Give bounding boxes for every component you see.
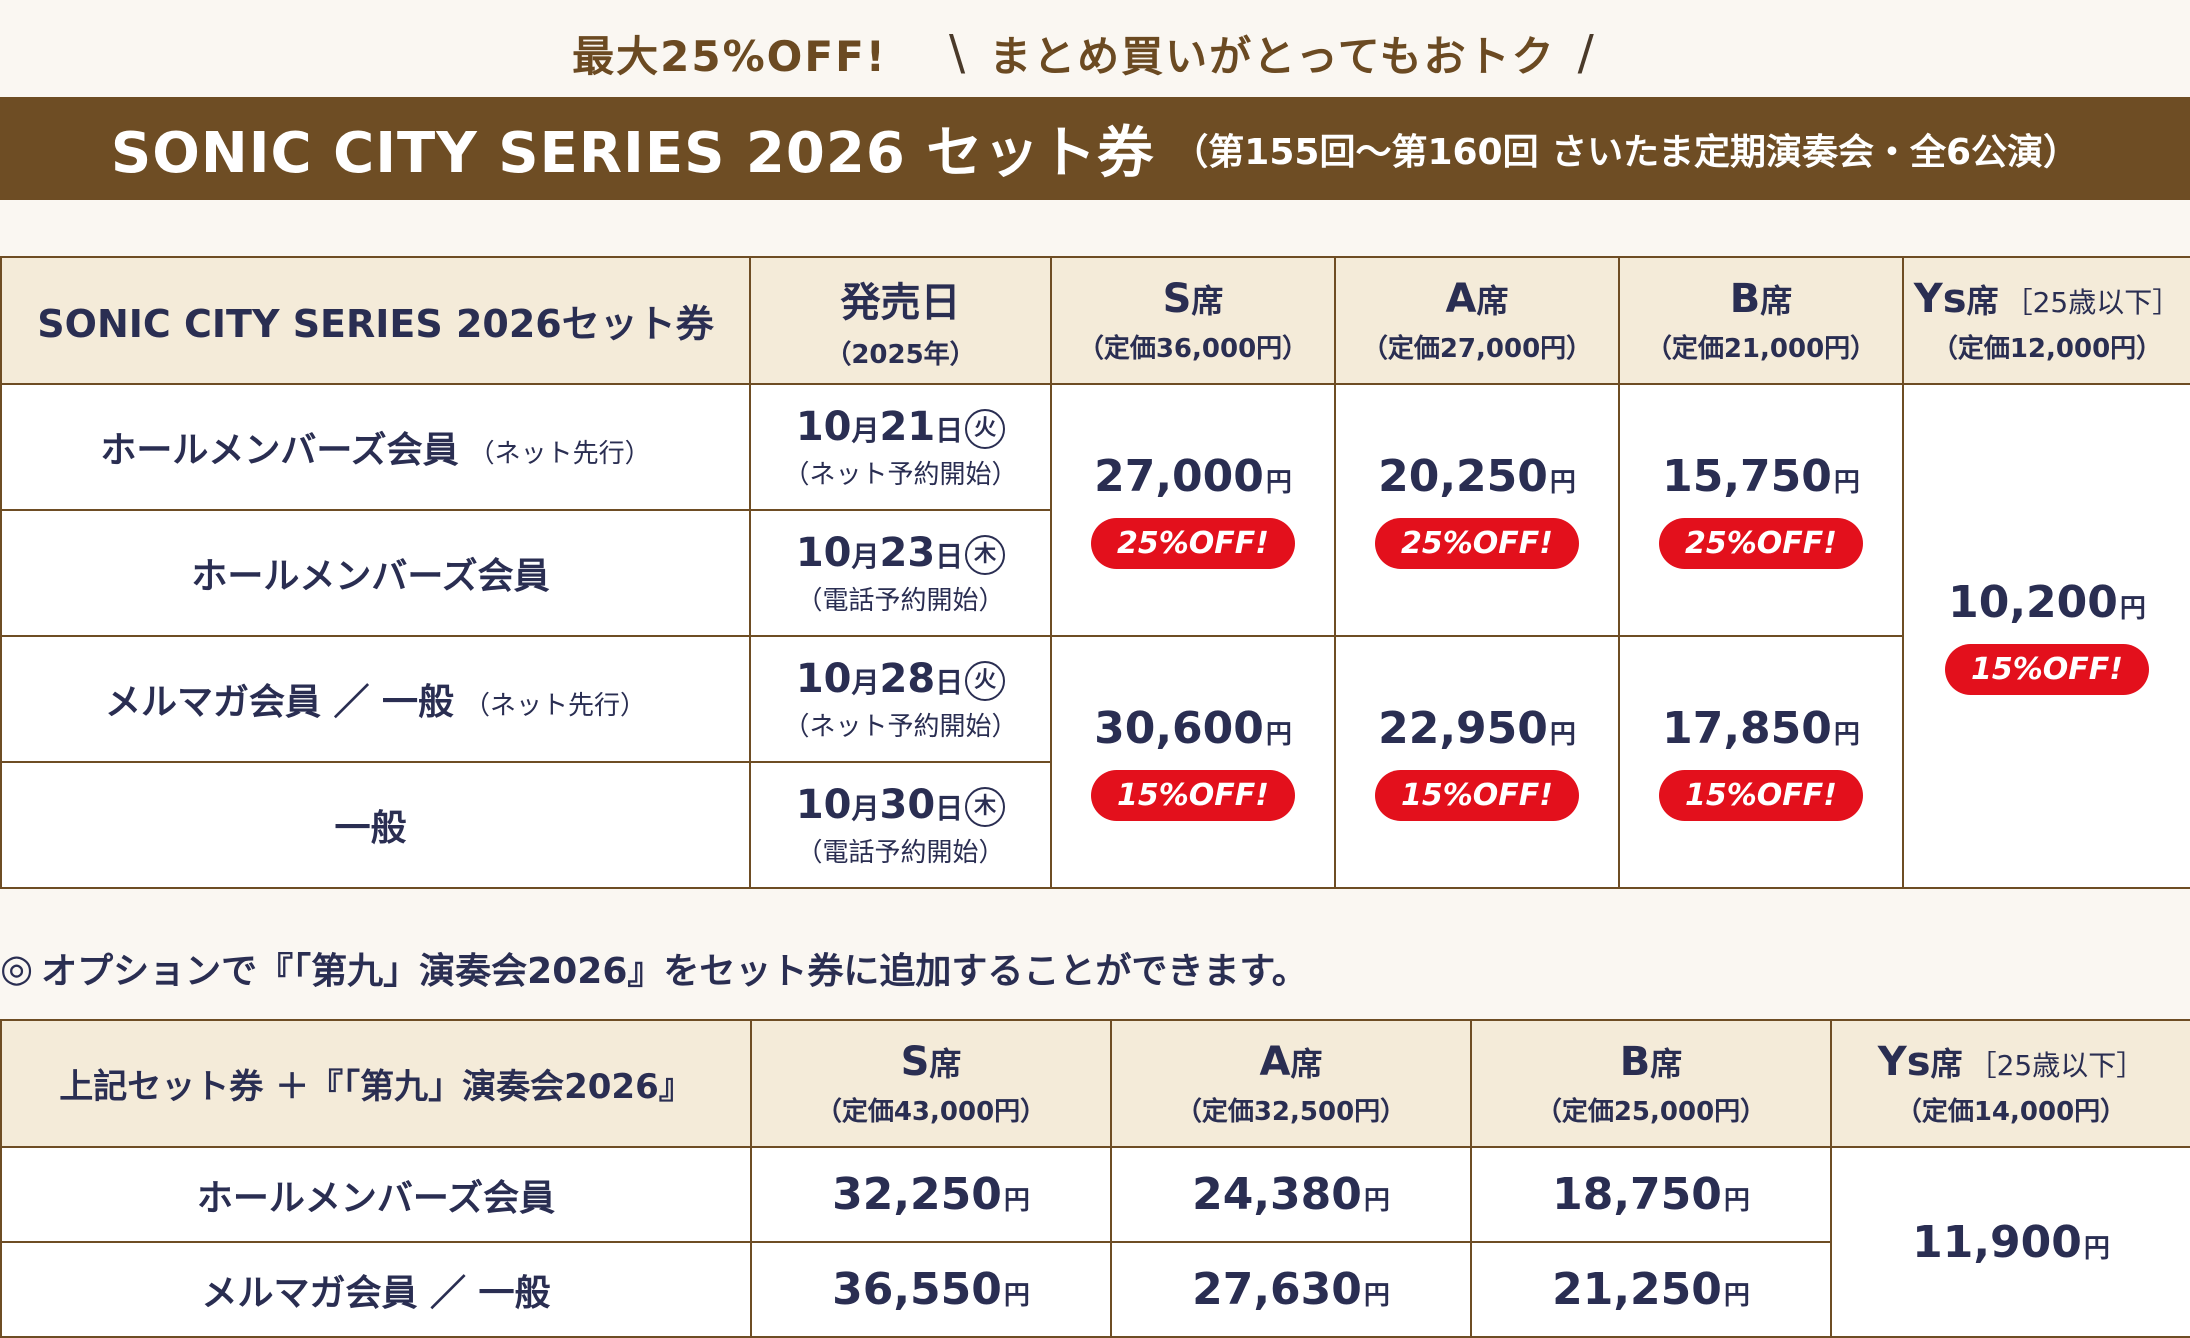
table-row: ホールメンバーズ会員 10月23日木 （電話予約開始） bbox=[0, 509, 2190, 637]
price-cell: 36,550円 bbox=[750, 1241, 1112, 1338]
price-cell-b-general: 17,850円 15%OFF! bbox=[1618, 635, 1904, 889]
double-circle-icon: ◎ bbox=[0, 946, 34, 990]
price-cell: 32,250円 bbox=[750, 1146, 1112, 1243]
seat-s-header: S席 （定価43,000円） bbox=[750, 1019, 1112, 1148]
discount-badge: 25%OFF! bbox=[1091, 518, 1295, 569]
slash-right-icon: / bbox=[1577, 25, 1596, 81]
category-cell: メルマガ会員 ／ 一般 bbox=[0, 1241, 752, 1338]
table-row: メルマガ会員 ／ 一般 36,550円 27,630円 21,250円 bbox=[0, 1241, 2190, 1338]
discount-badge: 15%OFF! bbox=[1375, 770, 1579, 821]
price-cell-ys: 11,900円 bbox=[1830, 1146, 2190, 1338]
set-ticket-table: SONIC CITY SERIES 2026セット券 発売日 （2025年） S… bbox=[0, 256, 2190, 889]
release-date-cell: 10月28日火 （ネット予約開始） bbox=[749, 635, 1052, 763]
release-date-cell: 10月21日火 （ネット予約開始） bbox=[749, 383, 1052, 511]
discount-badge: 25%OFF! bbox=[1375, 518, 1579, 569]
table-row: ホールメンバーズ会員 （ネット先行） 10月21日火 （ネット予約開始） 27,0… bbox=[0, 383, 2190, 889]
weekday-circle: 火 bbox=[965, 660, 1006, 701]
price-cell-a-member: 20,250円 25%OFF! bbox=[1334, 383, 1620, 637]
weekday-circle: 木 bbox=[965, 786, 1006, 827]
price-cell: 18,750円 bbox=[1470, 1146, 1832, 1243]
seat-a-header: A席 （定価32,500円） bbox=[1110, 1019, 1472, 1148]
category-cell: 一般 bbox=[0, 761, 751, 889]
discount-badge: 25%OFF! bbox=[1659, 518, 1863, 569]
table-header-row: 上記セット券 ＋『「第九」演奏会2026』 S席 （定価43,000円） A席 … bbox=[0, 1019, 2190, 1148]
option-note-text: オプションで『「第九」演奏会2026』をセット券に追加することができます。 bbox=[41, 951, 1308, 992]
category-cell: ホールメンバーズ会員 bbox=[0, 509, 751, 637]
daiku-option-table: 上記セット券 ＋『「第九」演奏会2026』 S席 （定価43,000円） A席 … bbox=[0, 1019, 2190, 1338]
seat-ys-header: Ys席 ［25歳以下］ （定価12,000円） bbox=[1902, 256, 2190, 385]
seat-ys-header: Ys席 ［25歳以下］ （定価14,000円） bbox=[1830, 1019, 2190, 1148]
release-date-cell: 10月23日木 （電話予約開始） bbox=[749, 509, 1052, 637]
weekday-circle: 火 bbox=[965, 408, 1006, 449]
promo-discount: 最大25%OFF! bbox=[572, 31, 887, 81]
seat-b-header: B席 （定価25,000円） bbox=[1470, 1019, 1832, 1148]
seat-b-header: B席 （定価21,000円） bbox=[1618, 256, 1904, 385]
price-cell-s-member: 27,000円 25%OFF! bbox=[1050, 383, 1336, 637]
discount-badge: 15%OFF! bbox=[1945, 644, 2149, 695]
category-cell: ホールメンバーズ会員 （ネット先行） bbox=[0, 383, 751, 511]
discount-badge: 15%OFF! bbox=[1091, 770, 1295, 821]
price-cell: 21,250円 bbox=[1470, 1241, 1832, 1338]
price-cell-a-general: 22,950円 15%OFF! bbox=[1334, 635, 1620, 889]
price-cell: 24,380円 bbox=[1110, 1146, 1472, 1243]
discount-badge: 15%OFF! bbox=[1659, 770, 1863, 821]
slash-left-icon: \ bbox=[948, 25, 968, 81]
seat-s-header: S席 （定価36,000円） bbox=[1050, 256, 1336, 385]
promo-slogan: まとめ買いがとってもおトク bbox=[989, 31, 1556, 81]
seat-a-header: A席 （定価27,000円） bbox=[1334, 256, 1620, 385]
category-cell: メルマガ会員 ／ 一般 （ネット先行） bbox=[0, 635, 751, 763]
price-cell-b-member: 15,750円 25%OFF! bbox=[1618, 383, 1904, 637]
price-cell-ys: 10,200円 15%OFF! bbox=[1902, 383, 2190, 889]
table-row: ホールメンバーズ会員 32,250円 24,380円 18,750円 11,90… bbox=[0, 1146, 2190, 1338]
table-row: 一般 10月30日木 （電話予約開始） bbox=[0, 761, 2190, 889]
title-banner: SONIC CITY SERIES 2026 セット券 （第155回～第160回… bbox=[0, 97, 2190, 200]
release-date-header: 発売日 （2025年） bbox=[749, 256, 1052, 385]
table-header-row: SONIC CITY SERIES 2026セット券 発売日 （2025年） S… bbox=[0, 256, 2190, 385]
corner-header: SONIC CITY SERIES 2026セット券 bbox=[0, 256, 751, 385]
promo-tagline: 最大25%OFF! \ まとめ買いがとってもおトク / bbox=[0, 18, 2190, 88]
weekday-circle: 木 bbox=[965, 534, 1006, 575]
banner-title: SONIC CITY SERIES 2026 セット券 bbox=[110, 121, 1155, 186]
banner-subtitle: （第155回～第160回 さいたま定期演奏会・全6公演） bbox=[1172, 131, 2080, 173]
corner-header: 上記セット券 ＋『「第九」演奏会2026』 bbox=[0, 1019, 752, 1148]
table-row: メルマガ会員 ／ 一般 （ネット先行） 10月28日火 （ネット予約開始） 30,… bbox=[0, 635, 2190, 889]
release-date-cell: 10月30日木 （電話予約開始） bbox=[749, 761, 1052, 889]
price-cell: 27,630円 bbox=[1110, 1241, 1472, 1338]
category-cell: ホールメンバーズ会員 bbox=[0, 1146, 752, 1243]
price-cell-s-general: 30,600円 15%OFF! bbox=[1050, 635, 1336, 889]
option-note: ◎ オプションで『「第九」演奏会2026』をセット券に追加することができます。 bbox=[0, 940, 2190, 996]
